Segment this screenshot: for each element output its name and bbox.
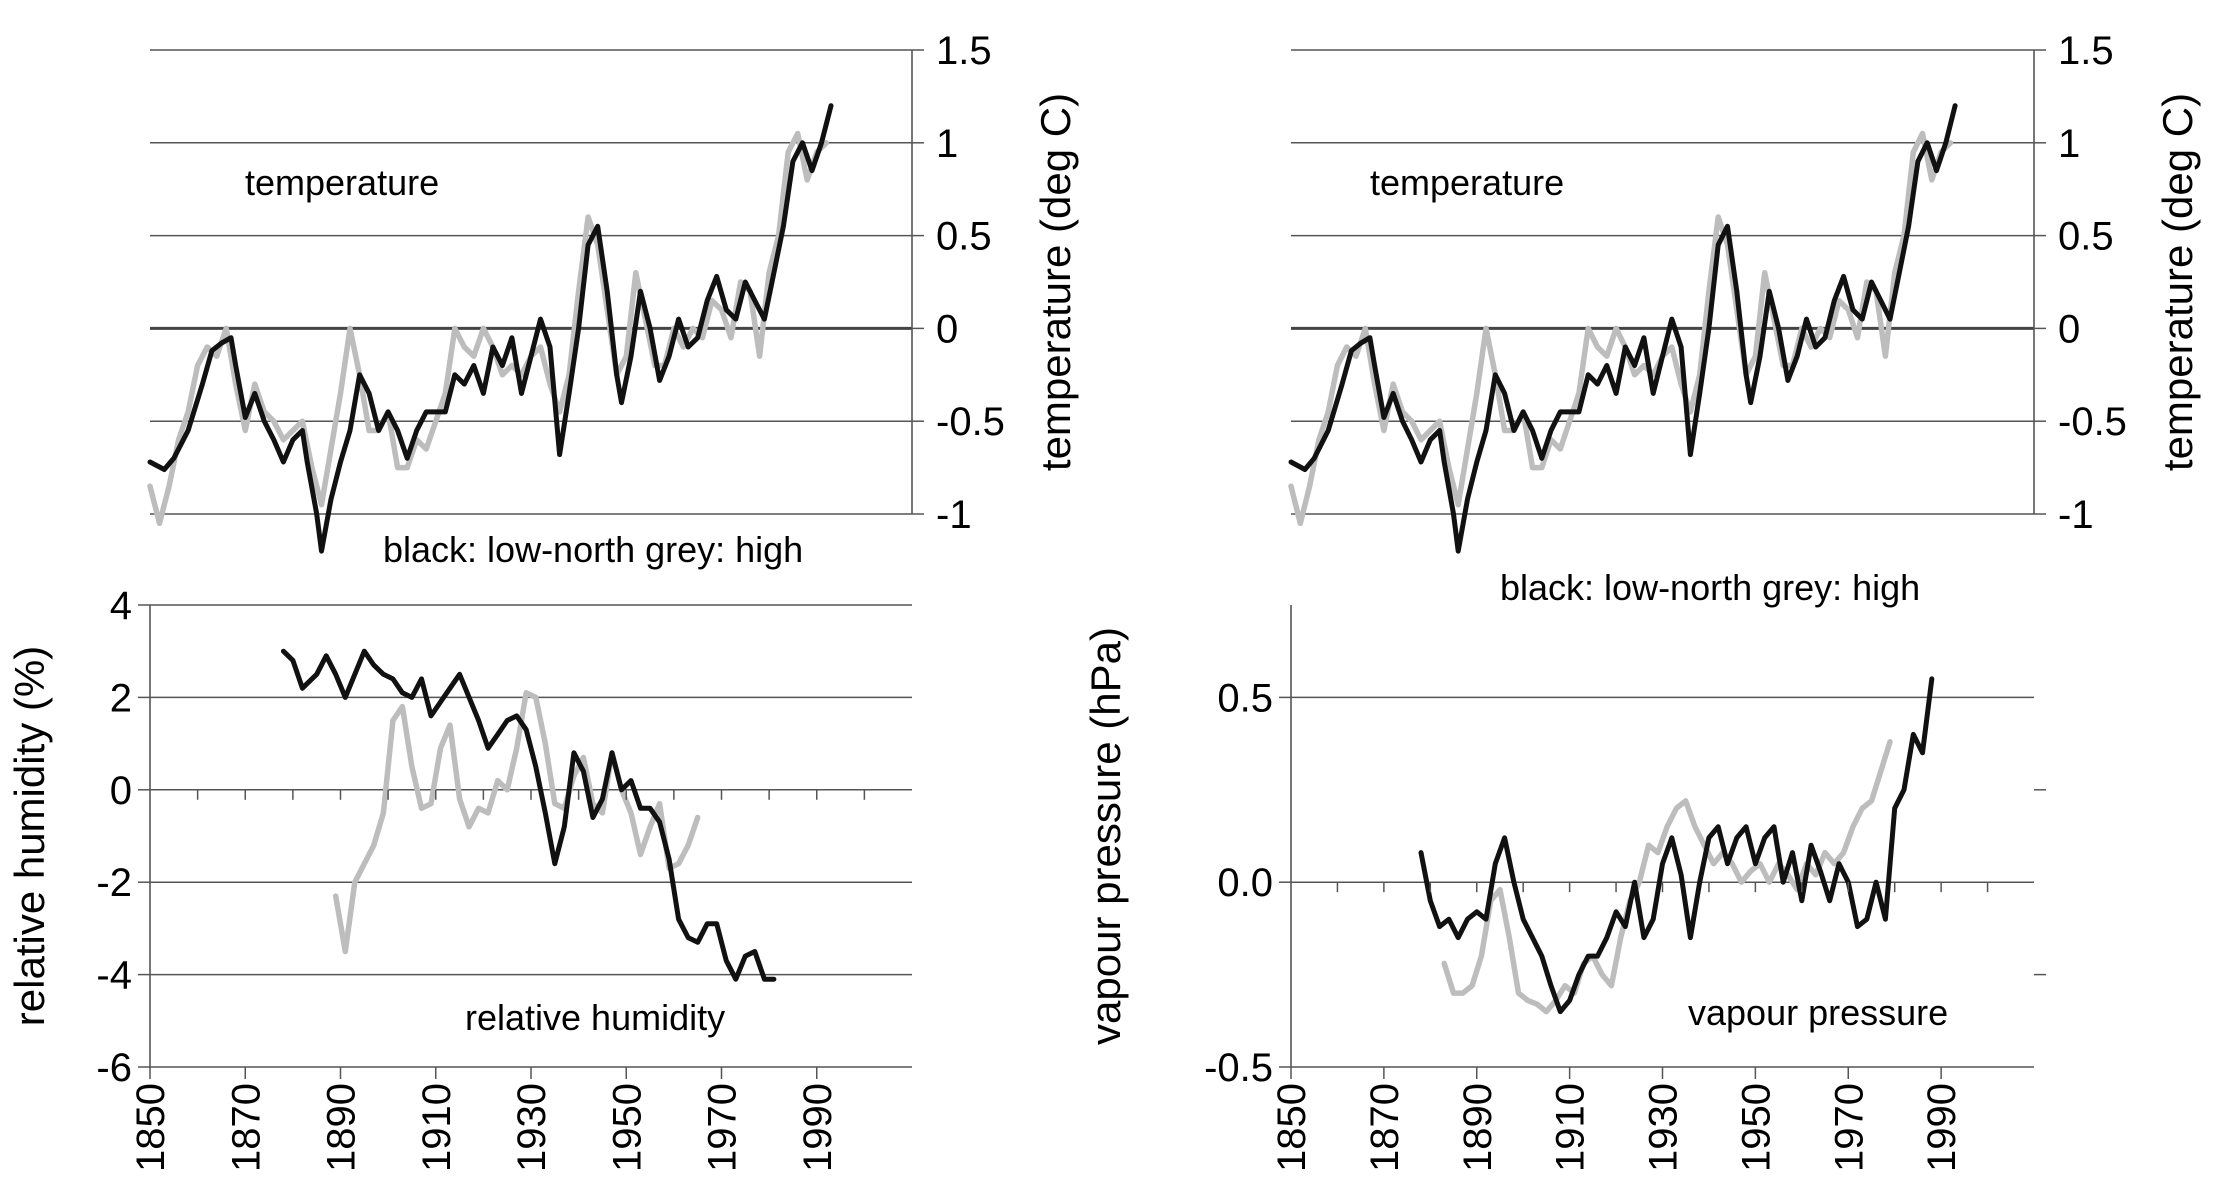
y-tick-label: -0.5: [936, 400, 1005, 444]
series-line-grey: [1441, 739, 1893, 1015]
y-tick-label: -6: [96, 1046, 132, 1090]
y-tick-label: 0.5: [1217, 676, 1273, 720]
y-tick-label: -1: [2058, 493, 2094, 537]
y-tick-label: 4: [110, 584, 132, 628]
y-tick-label: 0: [110, 769, 132, 813]
panel-label: vapour pressure: [1688, 992, 1948, 1033]
panel-relative-humidity: 4 2 0 -2 -4 -6 relative humidity (%) relative h…: [6, 584, 912, 1090]
panel-label: temperature: [245, 162, 439, 203]
series-line-grey: [147, 130, 830, 527]
x-tick-label: 1870: [224, 1083, 268, 1172]
y-tick-label: -4: [96, 954, 132, 998]
legend-text: black: low-north grey: high: [1500, 567, 1920, 608]
y-tick-label: 0: [2058, 307, 2080, 351]
y-tick-label: 1.5: [936, 29, 992, 73]
y-tick-label: -2: [96, 861, 132, 905]
y-tick-label: 1.5: [2058, 29, 2114, 73]
y-tick-label: 2: [110, 676, 132, 720]
x-tick-label: 1970: [701, 1083, 745, 1172]
y-tick-label: 0.5: [2058, 215, 2114, 259]
panel-temperature: 1.5 1 0.5 0 -0.5 -1 temperature (deg C) tempera…: [1288, 29, 2201, 608]
x-tick-label: 1870: [1363, 1083, 1407, 1172]
x-tick-label: 1970: [1827, 1083, 1871, 1172]
series-line-black: [1418, 676, 1935, 1015]
chart-left: 1.5 1 0.5 0 -0.5 -1 temperature (deg C) tempera…: [6, 29, 1079, 1172]
x-tick-label: 1990: [796, 1083, 840, 1172]
y-tick-label: -0.5: [1204, 1046, 1273, 1090]
x-tick-label: 1890: [320, 1083, 364, 1172]
y-tick-label: 1: [2058, 122, 2080, 166]
y-tick-label: 0.0: [1217, 861, 1273, 905]
x-tick-label: 1910: [415, 1083, 459, 1172]
chart-right: 1.5 1 0.5 0 -0.5 -1 temperature (deg C) tempera…: [1082, 29, 2201, 1172]
y-tick-label: 0: [936, 307, 958, 351]
y-axis-title: temperature (deg C): [1032, 93, 1079, 471]
panel-vapour-pressure: 0.5 0.0 -0.5 vapour pressure (hPa) vapour pr…: [1082, 605, 2046, 1090]
x-tick-label: 1850: [129, 1083, 173, 1172]
x-tick-label: 1990: [1920, 1083, 1964, 1172]
series-line-grey: [332, 690, 701, 955]
x-tick-label: 1930: [510, 1083, 554, 1172]
x-tick-label: 1950: [1734, 1083, 1778, 1172]
y-axis-title: relative humidity (%): [6, 646, 53, 1026]
y-tick-label: 1: [936, 122, 958, 166]
x-tick-label: 1850: [1270, 1083, 1314, 1172]
series-line-grey: [1288, 130, 1954, 527]
y-tick-label: -0.5: [2058, 400, 2127, 444]
x-tick-label: 1950: [605, 1083, 649, 1172]
y-tick-label: 0.5: [936, 215, 992, 259]
y-tick-label: -1: [936, 493, 972, 537]
panel-label: temperature: [1370, 162, 1564, 203]
panel-label: relative humidity: [465, 997, 725, 1038]
x-tick-label: 1930: [1642, 1083, 1686, 1172]
x-tick-label: 1910: [1549, 1083, 1593, 1172]
y-axis-title: vapour pressure (hPa): [1082, 627, 1129, 1045]
y-axis-title: temperature (deg C): [2154, 93, 2201, 471]
legend-text: black: low-north grey: high: [383, 529, 803, 570]
series-line-black: [1288, 103, 1958, 554]
series-line-black: [280, 648, 777, 982]
x-tick-label: 1890: [1456, 1083, 1500, 1172]
panel-temperature: 1.5 1 0.5 0 -0.5 -1 temperature (deg C) tempera…: [147, 29, 1079, 570]
series-line-black: [147, 103, 834, 554]
